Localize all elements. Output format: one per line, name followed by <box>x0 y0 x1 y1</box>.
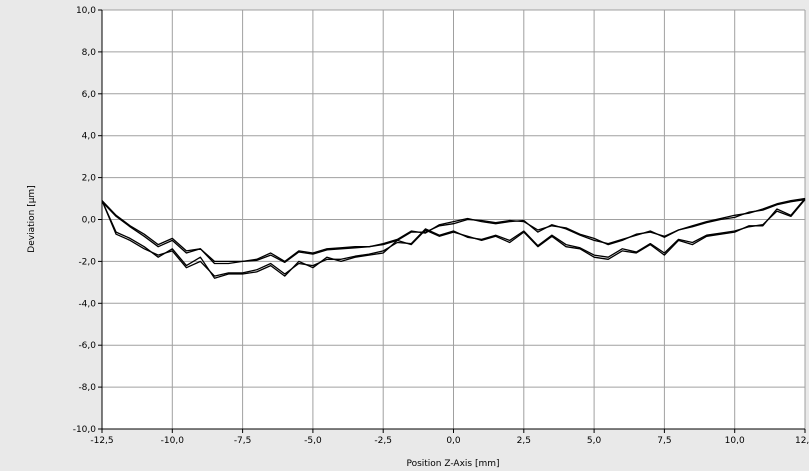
data-series <box>101 197 806 279</box>
x-tick-label: -5,0 <box>304 436 322 446</box>
x-tick-label: 7,5 <box>657 436 671 446</box>
y-tick-label: -2,0 <box>78 257 96 267</box>
y-tick-label: -4,0 <box>78 299 96 309</box>
grid-lines <box>101 9 806 430</box>
y-tick-label: 8,0 <box>82 48 97 58</box>
y-tick-label: 4,0 <box>82 132 97 142</box>
series-line-3 <box>101 198 806 279</box>
series-line-4 <box>101 199 806 277</box>
y-tick-label: -8,0 <box>78 383 96 393</box>
y-tick-label: 10,0 <box>76 6 96 16</box>
x-tick-label: -2,5 <box>374 436 392 446</box>
x-tick-label: 2,5 <box>517 436 531 446</box>
y-tick-label: -10,0 <box>73 425 97 435</box>
x-tick-label: -10,0 <box>161 436 185 446</box>
x-tick-label: 5,0 <box>587 436 602 446</box>
x-tick-label: -12,5 <box>90 436 113 446</box>
y-tick-label: 2,0 <box>82 174 97 184</box>
x-tick-label: 12,5 <box>795 436 809 446</box>
axes <box>98 9 806 433</box>
y-tick-label: 6,0 <box>82 90 97 100</box>
x-axis-title: Position Z-Axis [mm] <box>406 459 499 469</box>
x-tick-label: 10,0 <box>725 436 745 446</box>
y-tick-label: 0,0 <box>82 216 97 226</box>
series-line-2 <box>101 198 806 265</box>
x-tick-label: 0,0 <box>446 436 461 446</box>
tick-labels: -10,0 -8,0 -6,0 -4,0 -2,0 0,0 2,0 4,0 6,0 8,0 10,0… <box>73 6 809 446</box>
y-tick-label: -6,0 <box>78 341 96 351</box>
x-tick-label: -7,5 <box>234 436 252 446</box>
y-axis-title: Deviation [µm] <box>27 185 37 252</box>
